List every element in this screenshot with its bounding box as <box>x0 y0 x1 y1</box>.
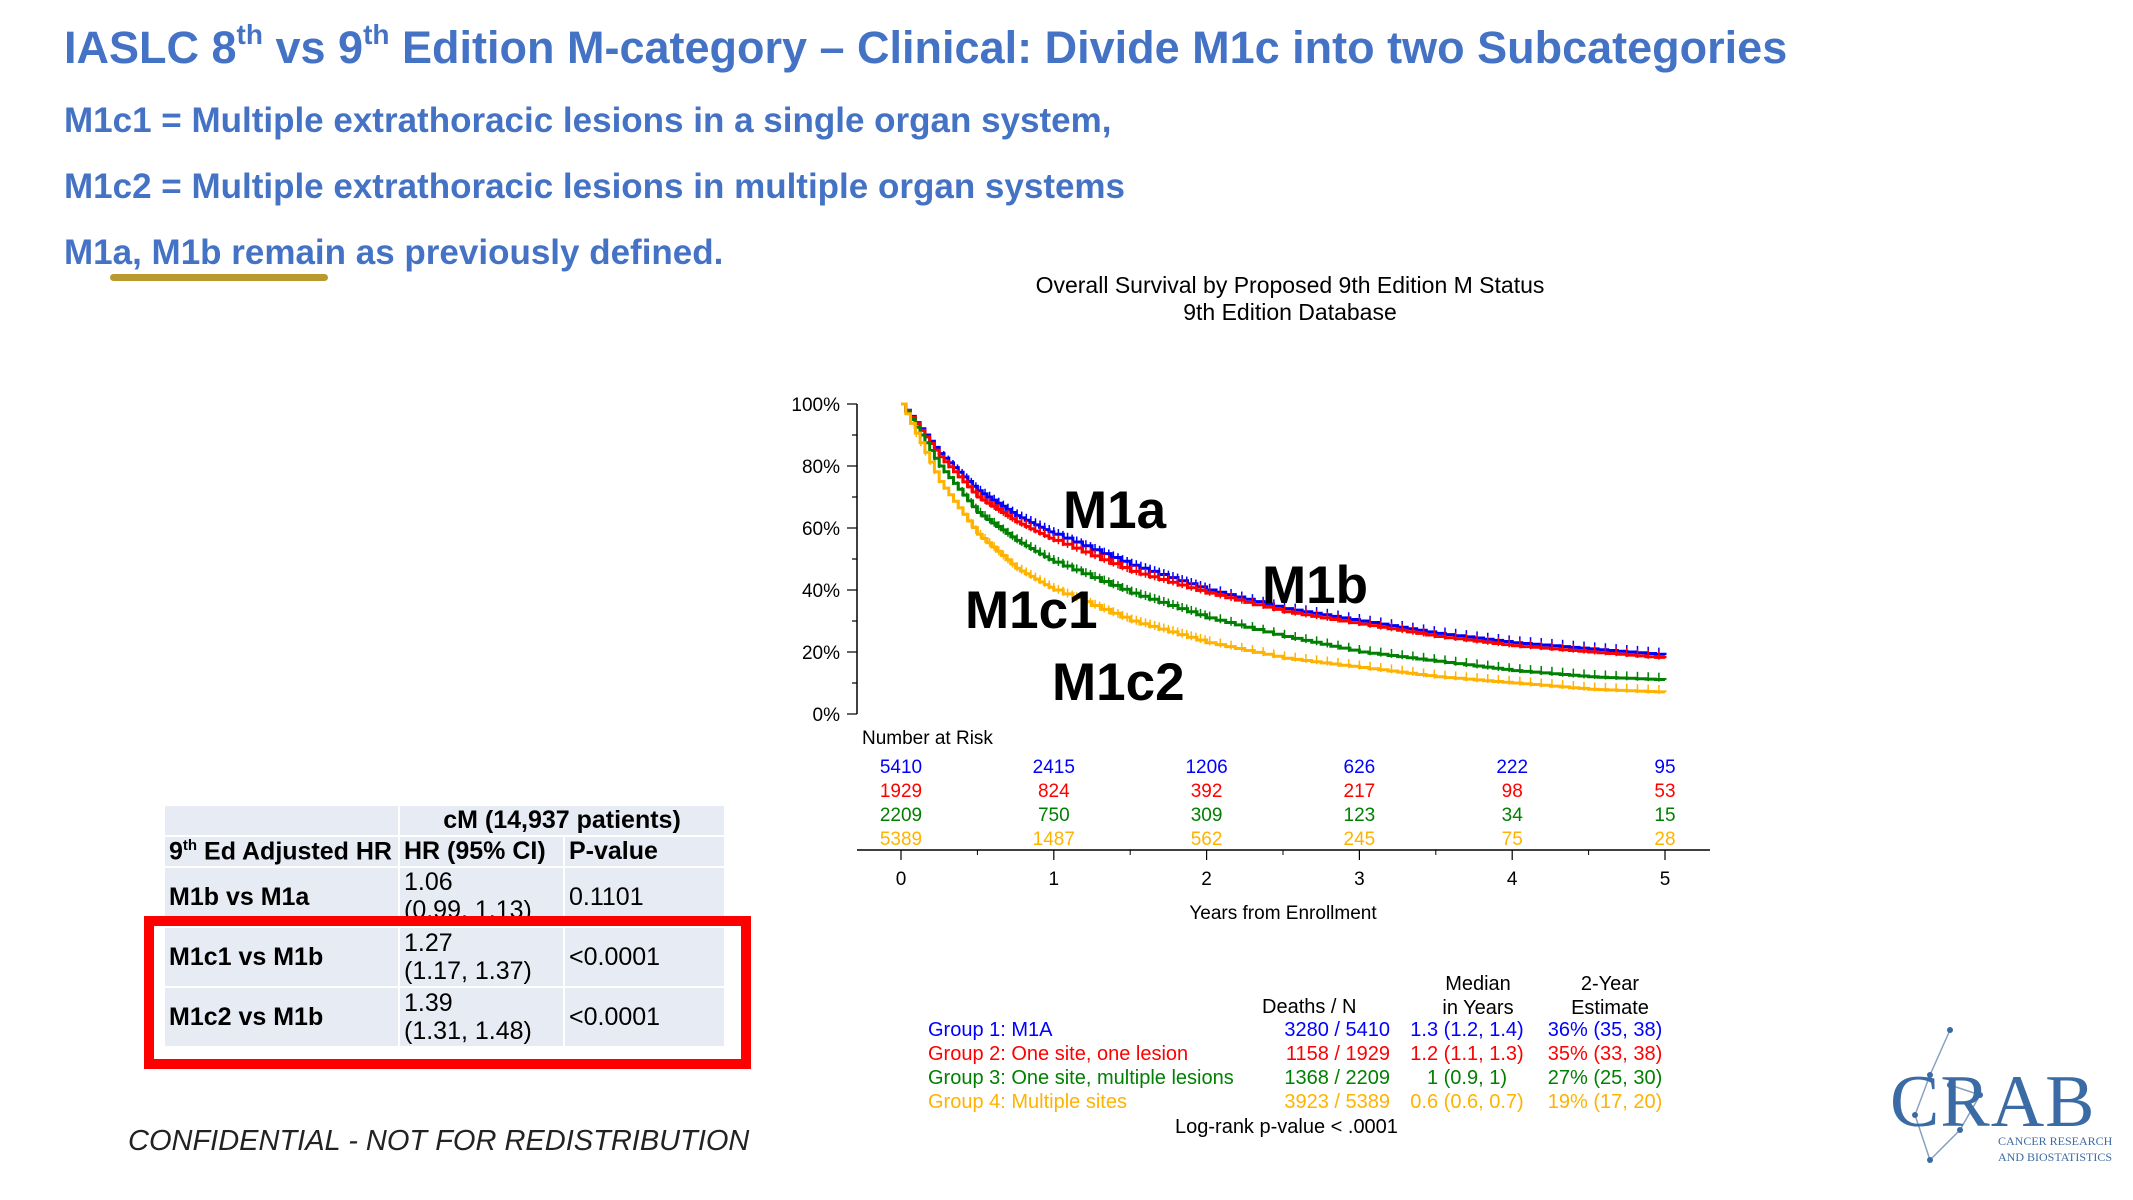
col-p: P-value <box>563 834 726 869</box>
risk-count: 2415 <box>1033 757 1075 778</box>
y-tick-label: 100% <box>791 395 840 416</box>
legend-median: 1.2 (1.1, 1.3) <box>1410 1043 1524 1065</box>
censor-marks-m1c2 <box>915 428 1660 695</box>
km-curve-m1b <box>901 402 1667 659</box>
table-row: 9th Ed Adjusted HR HR (95% CI) P-value <box>163 834 726 869</box>
legend-deaths: 3280 / 5410 <box>1284 1019 1390 1041</box>
legend-est: 27% (25, 30) <box>1547 1067 1663 1089</box>
risk-count: 217 <box>1344 781 1376 802</box>
constellation-icon <box>1912 1027 1983 1163</box>
slide-title: IASLC 8th vs 9th Edition M-category – Cl… <box>64 19 1788 74</box>
risk-count: 750 <box>1038 805 1070 826</box>
legend-header-median: Median in Years <box>1442 973 1514 1019</box>
row-label: M1c1 vs M1b <box>163 926 400 989</box>
highlight-box <box>144 916 751 1069</box>
logo-line-2: AND BIOSTATISTICS <box>1998 1150 2113 1164</box>
col-hr: HR (95% CI) <box>398 834 565 869</box>
logo-wordmark: CRAB <box>1890 1061 2096 1143</box>
legend-group: Group 4: Multiple sites <box>928 1091 1127 1113</box>
legend-median: 0.6 (0.6, 0.7) <box>1410 1091 1524 1113</box>
x-tick-label: 3 <box>1354 869 1365 890</box>
risk-count: 1206 <box>1185 757 1227 778</box>
legend-deaths: 3923 / 5389 <box>1284 1091 1390 1113</box>
group-header: cM (14,937 patients) <box>398 804 726 837</box>
risk-count: 245 <box>1344 829 1376 850</box>
risk-count: 1929 <box>880 781 922 802</box>
logo-line-1: CANCER RESEARCH <box>1998 1134 2113 1148</box>
table-row: M1c1 vs M1b 1.27 (1.17, 1.37) <0.0001 <box>163 926 726 989</box>
legend-group: Group 3: One site, multiple lesions <box>928 1067 1234 1089</box>
legend-header-2yr: 2-Year Estimate <box>1571 973 1649 1019</box>
table-row: M1c2 vs M1b 1.39 (1.31, 1.48) <0.0001 <box>163 986 726 1049</box>
risk-count: 95 <box>1654 757 1675 778</box>
chart-subtitle: 9th Edition Database <box>1183 299 1397 325</box>
x-tick-label: 5 <box>1660 869 1671 890</box>
legend-group: Group 1: M1A <box>928 1019 1053 1041</box>
subtitle-line-2: M1c2 = Multiple extrathoracic lesions in… <box>64 167 1126 206</box>
hr-table: cM (14,937 patients) 9th Ed Adjusted HR … <box>163 804 726 1049</box>
col-label: 9th Ed Adjusted HR <box>163 834 400 869</box>
censor-marks-m1c1 <box>915 421 1660 682</box>
risk-count: 123 <box>1344 805 1376 826</box>
logrank-text: Log-rank p-value < .0001 <box>1175 1116 1398 1138</box>
km-curve-m1c1 <box>901 402 1667 681</box>
risk-count: 28 <box>1654 829 1675 850</box>
km-curve-m1c2 <box>901 402 1667 694</box>
y-tick-label: 40% <box>802 581 840 602</box>
risk-count: 626 <box>1344 757 1376 778</box>
legend-est: 36% (35, 38) <box>1547 1019 1663 1041</box>
table-row: cM (14,937 patients) <box>163 804 726 837</box>
risk-count: 15 <box>1654 805 1675 826</box>
risk-count: 1487 <box>1033 829 1075 850</box>
highlight-underline <box>110 274 328 281</box>
curve-label-m1b: M1b <box>1262 556 1368 615</box>
curve-label-m1a: M1a <box>1063 481 1167 540</box>
legend-median: 1.3 (1.2, 1.4) <box>1410 1019 1524 1041</box>
legend-deaths: 1368 / 2209 <box>1284 1067 1390 1089</box>
crab-logo: CRAB CANCER RESEARCH AND BIOSTATISTICS <box>1890 1020 2130 1180</box>
x-axis-label: Years from Enrollment <box>1189 903 1377 924</box>
risk-count: 53 <box>1654 781 1675 802</box>
risk-count: 5389 <box>880 829 922 850</box>
x-tick-label: 1 <box>1049 869 1060 890</box>
curve-label-m1c2: M1c2 <box>1052 653 1185 712</box>
subtitle-line-3: M1a, M1b remain as previously defined. <box>64 233 724 272</box>
risk-count: 392 <box>1191 781 1223 802</box>
legend-header-deaths: Deaths / N <box>1262 996 1357 1018</box>
confidential-footer: CONFIDENTIAL - NOT FOR REDISTRIBUTION <box>128 1125 750 1157</box>
y-tick-label: 80% <box>802 457 840 478</box>
risk-count: 309 <box>1191 805 1223 826</box>
row-hr: 1.39 (1.31, 1.48) <box>398 986 565 1049</box>
y-tick-label: 60% <box>802 519 840 540</box>
x-tick-label: 2 <box>1201 869 1212 890</box>
legend-group: Group 2: One site, one lesion <box>928 1043 1189 1065</box>
row-p: <0.0001 <box>563 986 726 1049</box>
legend-est: 19% (17, 20) <box>1547 1091 1663 1113</box>
risk-count: 75 <box>1502 829 1523 850</box>
risk-count: 5410 <box>880 757 922 778</box>
risk-count: 824 <box>1038 781 1070 802</box>
x-tick-label: 0 <box>896 869 907 890</box>
risk-count: 2209 <box>880 805 922 826</box>
row-hr: 1.27 (1.17, 1.37) <box>398 926 565 989</box>
risk-count: 562 <box>1191 829 1223 850</box>
legend-deaths: 1158 / 1929 <box>1285 1043 1390 1065</box>
risk-count: 222 <box>1496 757 1528 778</box>
legend-est: 35% (33, 38) <box>1547 1043 1663 1065</box>
chart-title: Overall Survival by Proposed 9th Edition… <box>1035 272 1545 298</box>
legend-median: 1 (0.9, 1) <box>1426 1067 1508 1089</box>
x-tick-label: 4 <box>1507 869 1518 890</box>
curve-label-m1c1: M1c1 <box>965 581 1098 640</box>
subtitle-line-1: M1c1 = Multiple extrathoracic lesions in… <box>64 101 1112 140</box>
y-tick-label: 20% <box>802 643 840 664</box>
y-tick-label: 0% <box>813 705 841 726</box>
row-p: <0.0001 <box>563 926 726 989</box>
row-label: M1c2 vs M1b <box>163 986 400 1049</box>
risk-title: Number at Risk <box>862 728 993 749</box>
risk-count: 98 <box>1502 781 1523 802</box>
risk-count: 34 <box>1502 805 1524 826</box>
